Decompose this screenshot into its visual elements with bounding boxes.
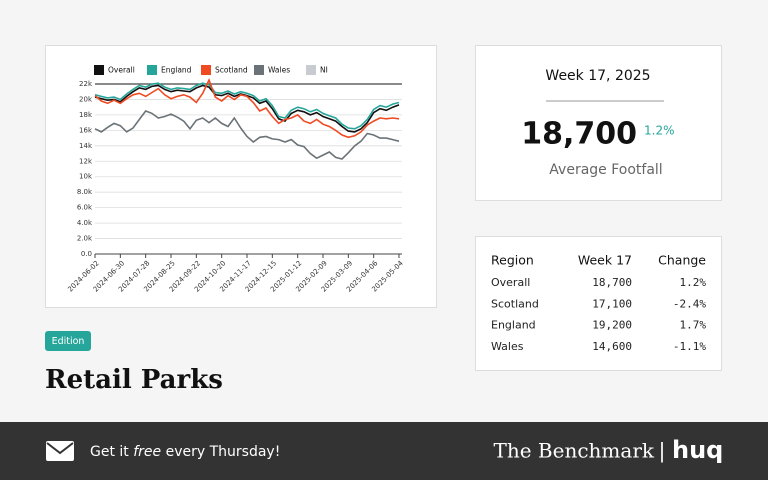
table-cell: 18,700 — [592, 276, 632, 289]
y-tick-label: 10k — [79, 173, 93, 181]
summary-card — [475, 45, 722, 201]
logo: huq — [672, 436, 723, 464]
y-tick-label: 12k — [79, 157, 93, 165]
legend-swatch — [201, 65, 211, 75]
legend-swatch — [254, 65, 264, 75]
y-tick-label: 16k — [79, 126, 93, 134]
summary-label: Average Footfall — [549, 162, 662, 178]
table-cell: Overall — [491, 276, 530, 289]
table-cell: 19,200 — [592, 319, 632, 332]
y-tick-label: 22k — [79, 80, 93, 88]
legend-swatch — [306, 65, 316, 75]
summary-change: 1.2% — [644, 124, 675, 138]
table-cell: England — [491, 319, 536, 332]
y-tick-label: 2.0k — [77, 235, 93, 243]
y-tick-label: 14k — [79, 142, 93, 150]
table-cell: -2.4% — [673, 297, 706, 310]
table: Region Week 17 Change Overall 18,700 1.2% Scot… — [491, 253, 706, 353]
table-cell: 14,600 — [592, 340, 632, 353]
table-header: Change — [658, 253, 706, 268]
y-tick-label: 0.0 — [81, 250, 92, 258]
legend-label: NI — [320, 66, 328, 75]
table-cell: Scotland — [491, 297, 539, 310]
y-tick-label: 6.0k — [77, 204, 93, 212]
cta-part: free — [133, 444, 161, 460]
table-cell: -1.1% — [673, 340, 706, 353]
cta-part: Get it — [90, 444, 133, 460]
legend-swatch — [94, 65, 104, 75]
y-tick-label: 18k — [79, 111, 93, 119]
week: Week 17, 2025 — [545, 68, 650, 84]
legend-label: England — [161, 66, 192, 75]
series-line — [94, 82, 400, 130]
mail-icon — [46, 441, 74, 461]
table-card — [475, 236, 722, 371]
cta-part: every Thursday! — [161, 444, 280, 460]
table-cell: 1.7% — [680, 319, 707, 332]
y-tick-label: 4.0k — [77, 219, 93, 227]
separator: | — [659, 439, 666, 463]
footer — [0, 422, 768, 480]
table-header: Region — [491, 253, 534, 268]
series-line — [94, 110, 400, 160]
table-cell: 17,100 — [592, 297, 632, 310]
brand: The Benchmark — [494, 439, 655, 463]
y-tick-label: 8.0k — [77, 188, 93, 196]
legend-label: Wales — [268, 66, 290, 75]
table-cell: Wales — [491, 340, 524, 353]
summary-value: 18,700 — [521, 117, 637, 152]
table-header: Week 17 — [578, 253, 632, 268]
y-tick-label: 20k — [79, 95, 93, 103]
legend-label: Overall — [108, 66, 135, 75]
legend-label: Scotland — [215, 66, 248, 75]
series-line — [94, 78, 400, 139]
badge: Edition — [52, 336, 85, 347]
legend-swatch — [147, 65, 157, 75]
title: Retail Parks — [45, 365, 223, 395]
cta: Get it free every Thursday! — [90, 444, 280, 460]
table-cell: 1.2% — [680, 276, 707, 289]
badge-bg — [45, 331, 91, 351]
